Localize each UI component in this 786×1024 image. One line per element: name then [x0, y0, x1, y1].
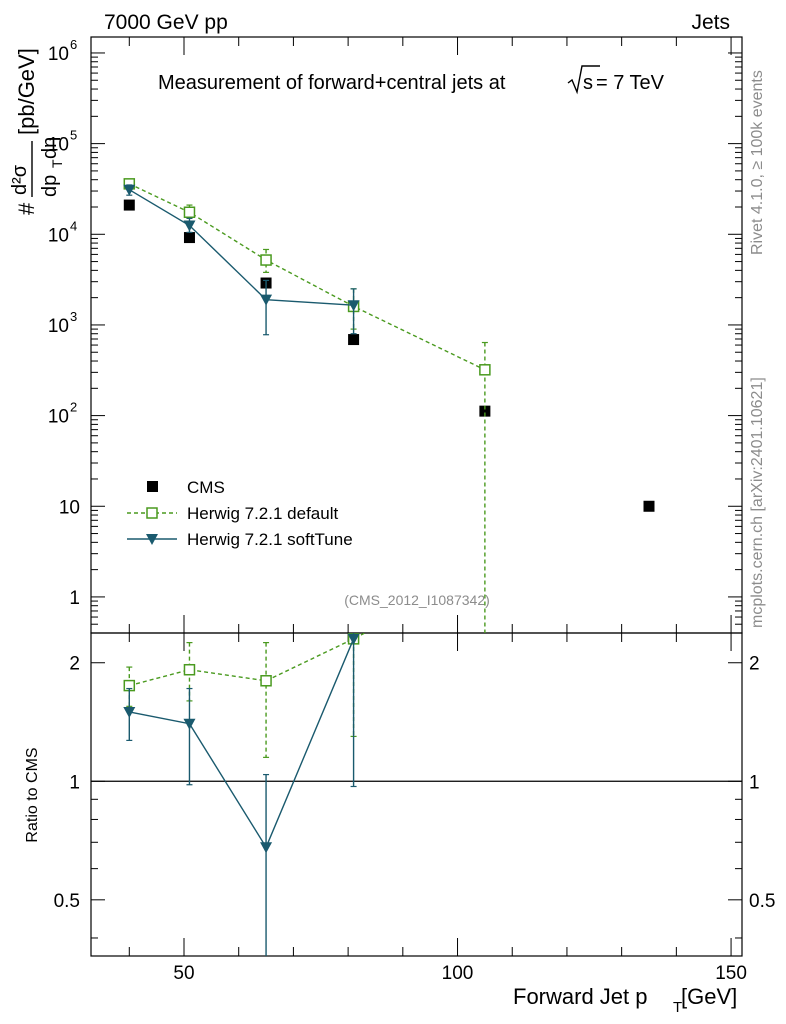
- main-ytick-exponent: 2: [70, 400, 77, 415]
- xlabel-sub: T: [673, 999, 682, 1016]
- legend-softtune-label: Herwig 7.2.1 softTune: [187, 530, 353, 549]
- legend-default-label: Herwig 7.2.1 default: [187, 504, 338, 523]
- main-cms-marker: [183, 232, 195, 244]
- xlabel-main: Forward Jet p: [513, 984, 648, 1009]
- sqrt-sign: [567, 65, 600, 95]
- analysis-id-label: (CMS_2012_I1087342): [344, 592, 490, 608]
- main-herwig-7-2-1-default-marker: [479, 364, 491, 376]
- ratio-ytick-label: 2: [69, 654, 80, 675]
- header-left: 7000 GeV pp: [104, 11, 228, 34]
- main-ytick-exponent: 3: [70, 309, 77, 324]
- legend-softtune-marker: [146, 534, 158, 545]
- main-herwig-7-2-1-softtune-line: [128, 189, 354, 306]
- xlabel-unit: [GeV]: [681, 984, 737, 1009]
- main-herwig-7-2-1-default-marker: [183, 206, 196, 219]
- main-ytick-label: 10: [48, 44, 69, 65]
- ratio-herwig-7-2-1-default-marker: [260, 675, 272, 687]
- title-sqrt-s: s: [583, 72, 593, 94]
- main-ytick-exponent: 4: [70, 218, 77, 233]
- ylabel-numerator: d²σ: [9, 164, 31, 195]
- ratio-axis-ticks: 50 100 150 0.5 0.5 1 1 2 2: [54, 633, 775, 984]
- main-ytick-label: 10: [48, 316, 69, 337]
- main-ytick-label: 1: [69, 588, 80, 609]
- main-ytick-exponent: 5: [70, 128, 77, 143]
- main-herwig-7-2-1-default-line: [129, 183, 486, 371]
- main-herwig-7-2-1-softtune-marker: [260, 294, 273, 306]
- ratio-herwig-7-2-1-softtune-marker: [123, 706, 136, 718]
- ratio-series-layer: [123, 633, 367, 956]
- main-ylabel: # d²σ dp T dη [pb/GeV]: [9, 48, 65, 215]
- ylabel-denominator-sub: T: [49, 159, 65, 168]
- main-ytick-label: 10: [48, 225, 69, 246]
- ratio-herwig-7-2-1-default-marker: [183, 663, 196, 676]
- ylabel-unit: [pb/GeV]: [14, 48, 39, 135]
- ratio-ytick-label-right: 1: [749, 772, 760, 793]
- ratio-ytick-label-right: 0.5: [749, 891, 775, 912]
- ylabel-denominator: dp: [39, 175, 61, 197]
- main-cms-marker: [123, 199, 135, 211]
- main-series-layer: [123, 178, 655, 633]
- main-cms-marker: [348, 334, 360, 346]
- main-herwig-7-2-1-softtune-marker: [347, 300, 360, 312]
- main-title: Measurement of forward+central jets at s…: [158, 65, 665, 95]
- ratio-herwig-7-2-1-softtune-line: [129, 638, 355, 849]
- side-text-top: Rivet 4.1.0, ≥ 100k events: [749, 70, 766, 255]
- main-cms-marker: [479, 405, 491, 417]
- xtick-label: 100: [442, 963, 474, 984]
- main-herwig-7-2-1-softtune-marker: [123, 184, 136, 196]
- ratio-ytick-label-right: 2: [749, 654, 760, 675]
- legend-cms-label: CMS: [187, 478, 225, 497]
- header-right: Jets: [691, 11, 730, 34]
- side-text-bottom: mcplots.cern.ch [arXiv:2401.10621]: [749, 377, 766, 628]
- main-ytick-exponent: 6: [70, 37, 77, 52]
- main-herwig-7-2-1-default-marker: [260, 254, 272, 266]
- main-ytick-label: 10: [48, 407, 69, 428]
- xtick-label: 150: [715, 963, 747, 984]
- ratio-ytick-label: 1: [69, 772, 80, 793]
- ylabel-denominator-rest: dη: [39, 137, 61, 159]
- ratio-panel-frame: [90, 632, 743, 957]
- xtick-label: 50: [173, 963, 194, 984]
- main-ytick-label: 10: [59, 497, 80, 518]
- legend-cms-marker: [147, 481, 158, 492]
- ylabel-hash: #: [14, 202, 39, 215]
- title-prefix: Measurement of forward+central jets at: [158, 72, 506, 94]
- legend: CMS Herwig 7.2.1 default Herwig 7.2.1 so…: [127, 478, 353, 549]
- legend-default-marker: [146, 507, 158, 519]
- ratio-ytick-label: 0.5: [54, 891, 80, 912]
- xaxis-label: Forward Jet p T [GeV]: [513, 984, 737, 1016]
- main-herwig-7-2-1-softtune-marker: [183, 220, 196, 232]
- main-ytick-label: 10: [48, 135, 69, 156]
- ratio-herwig-7-2-1-default-line: [129, 633, 367, 687]
- title-suffix: = 7 TeV: [596, 72, 665, 94]
- ratio-ylabel: Ratio to CMS: [24, 747, 41, 842]
- ratio-herwig-7-2-1-softtune-marker: [260, 842, 273, 854]
- main-cms-marker: [643, 500, 655, 512]
- ratio-herwig-7-2-1-softtune-marker: [347, 633, 360, 645]
- ratio-herwig-7-2-1-softtune-marker: [183, 718, 196, 730]
